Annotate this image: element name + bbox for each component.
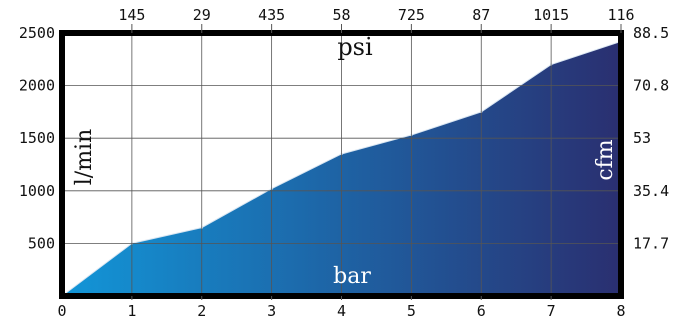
top-tick-label: 116 <box>607 6 634 24</box>
top-tick-label: 725 <box>398 6 425 24</box>
x-tick-label: 8 <box>616 302 625 320</box>
x-tick-label: 7 <box>547 302 556 320</box>
x-tick-label: 6 <box>477 302 486 320</box>
right-tick-label: 53 <box>633 129 651 147</box>
x-tick-label: 2 <box>197 302 206 320</box>
right-tick-label: 88.5 <box>633 24 669 42</box>
y-tick-label: 1500 <box>19 129 55 147</box>
right-tick-label: 70.8 <box>633 77 669 95</box>
x-axis-title: bar <box>333 264 371 289</box>
y-tick-label: 500 <box>28 234 55 252</box>
right-tick-label: 35.4 <box>633 182 669 200</box>
y-tick-label: 2500 <box>19 24 55 42</box>
y-axis-title: l/min <box>72 129 97 186</box>
top-tick-label: 435 <box>258 6 285 24</box>
x-tick-label: 1 <box>127 302 136 320</box>
x-tick-label: 3 <box>267 302 276 320</box>
top-axis-title: psi <box>337 33 373 61</box>
x-tick-label: 0 <box>57 302 66 320</box>
x-tick-label: 4 <box>337 302 346 320</box>
right-axis-title: cfm <box>593 139 618 180</box>
y-tick-label: 1000 <box>19 182 55 200</box>
right-tick-label: 17.7 <box>633 234 669 252</box>
x-tick-label: 5 <box>407 302 416 320</box>
top-tick-label: 87 <box>472 6 490 24</box>
y-tick-label: 2000 <box>19 77 55 95</box>
top-tick-label: 1015 <box>533 6 569 24</box>
top-tick-label: 145 <box>118 6 145 24</box>
top-tick-label: 29 <box>193 6 211 24</box>
top-tick-label: 58 <box>332 6 350 24</box>
